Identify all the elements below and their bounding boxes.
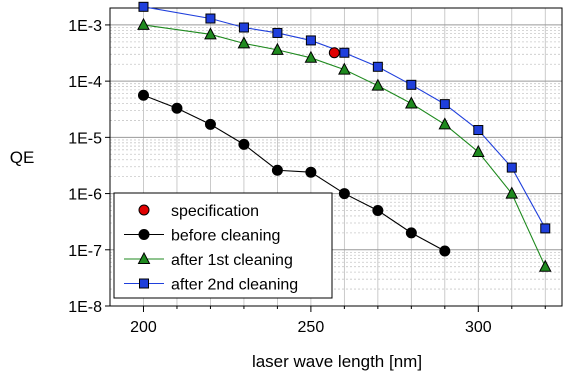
data-point (505, 186, 519, 199)
data-point (272, 27, 283, 38)
axes: 1E-3 1E-4 1E-5 1E-6 1E-7 1E-8 200 250 300 (68, 18, 546, 336)
y-tick-label: 1E-3 (68, 18, 102, 35)
data-point (205, 13, 216, 24)
data-point (271, 164, 283, 176)
y-tick-label: 1E-4 (68, 74, 102, 91)
data-point (237, 36, 251, 49)
data-point (338, 188, 350, 200)
data-point (372, 61, 383, 72)
data-point (305, 166, 317, 178)
data-point (238, 22, 249, 33)
y-tick-label: 1E-5 (68, 130, 102, 147)
data-point (137, 89, 149, 101)
series-line (143, 24, 546, 267)
data-point (405, 227, 417, 239)
data-point (305, 35, 316, 46)
data-point (438, 117, 452, 130)
legend-marker (138, 229, 150, 240)
data-point (540, 223, 551, 234)
legend-item: specification (138, 203, 259, 220)
x-axis-label: laser wave length [nm] (252, 352, 422, 371)
data-point (171, 102, 183, 114)
series-layer (137, 1, 552, 272)
data-point (538, 259, 552, 272)
legend-marker (137, 251, 151, 264)
legend-label: after 1st cleaning (171, 252, 293, 269)
legend-box (113, 192, 333, 299)
data-point (506, 162, 517, 173)
data-point (405, 96, 418, 109)
plot-area-frame (109, 7, 563, 307)
data-point (204, 118, 216, 130)
data-point (204, 27, 217, 40)
data-point (338, 62, 351, 75)
y-axis-label: QE (10, 148, 35, 167)
data-point (138, 1, 149, 12)
data-point (406, 79, 417, 90)
legend-item: before cleaning (124, 228, 280, 245)
legend-marker (138, 204, 150, 216)
legend-label: after 2nd cleaning (171, 277, 298, 294)
data-point (439, 245, 451, 257)
data-point (137, 17, 150, 30)
legend-item: after 2nd cleaning (124, 277, 298, 294)
series-after-1st-cleaning (137, 17, 552, 272)
data-point (471, 144, 485, 157)
series-before-cleaning (137, 89, 451, 257)
legend-label: before cleaning (171, 228, 280, 245)
series-line (143, 94, 446, 252)
y-tick-label: 1E-7 (68, 243, 102, 260)
data-point (238, 138, 250, 150)
data-point (271, 42, 284, 55)
series-after-2nd-cleaning (138, 1, 551, 234)
data-point (473, 125, 484, 136)
x-tick-label: 200 (130, 319, 157, 336)
data-point (304, 50, 318, 63)
data-point (339, 47, 350, 58)
series-line (143, 6, 546, 229)
y-tick-label: 1E-8 (68, 299, 102, 316)
data-point (372, 204, 384, 216)
x-tick-label: 250 (298, 319, 325, 336)
legend-marker (139, 278, 149, 289)
legend-label: specification (171, 203, 259, 220)
data-point (371, 78, 385, 91)
data-point (328, 47, 340, 59)
data-point (439, 99, 450, 110)
legend-item: after 1st cleaning (124, 251, 293, 269)
legend: specification before cleaning after 1st cl… (113, 192, 333, 299)
series-specification (328, 47, 340, 59)
y-tick-label: 1E-6 (68, 187, 102, 204)
x-tick-label: 300 (465, 319, 492, 336)
